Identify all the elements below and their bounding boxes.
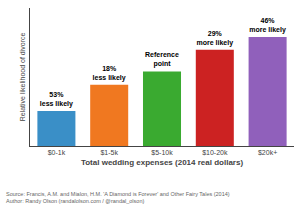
svg-text:$0-1k: $0-1k <box>48 149 66 156</box>
svg-text:Relative likelihood of divorce: Relative likelihood of divorce <box>19 33 26 122</box>
svg-text:$5-10k: $5-10k <box>151 149 173 156</box>
svg-text:18%less likely: 18%less likely <box>93 65 126 82</box>
svg-text:46%more likely: 46%more likely <box>249 17 286 34</box>
svg-text:29%more likely: 29%more likely <box>196 30 233 47</box>
svg-text:$20k+: $20k+ <box>258 149 277 156</box>
svg-text:$1-5k: $1-5k <box>100 149 118 156</box>
svg-text:$10-20k: $10-20k <box>202 149 228 156</box>
svg-text:53%less likely: 53%less likely <box>40 91 73 108</box>
svg-text:Referencepoint: Referencepoint <box>145 51 179 68</box>
svg-text:Source: Francis, A.M. and Mial: Source: Francis, A.M. and Mialon, H.M. '… <box>6 191 230 204</box>
svg-text:Total wedding expenses (2014 r: Total wedding expenses (2014 real dollar… <box>81 158 243 167</box>
